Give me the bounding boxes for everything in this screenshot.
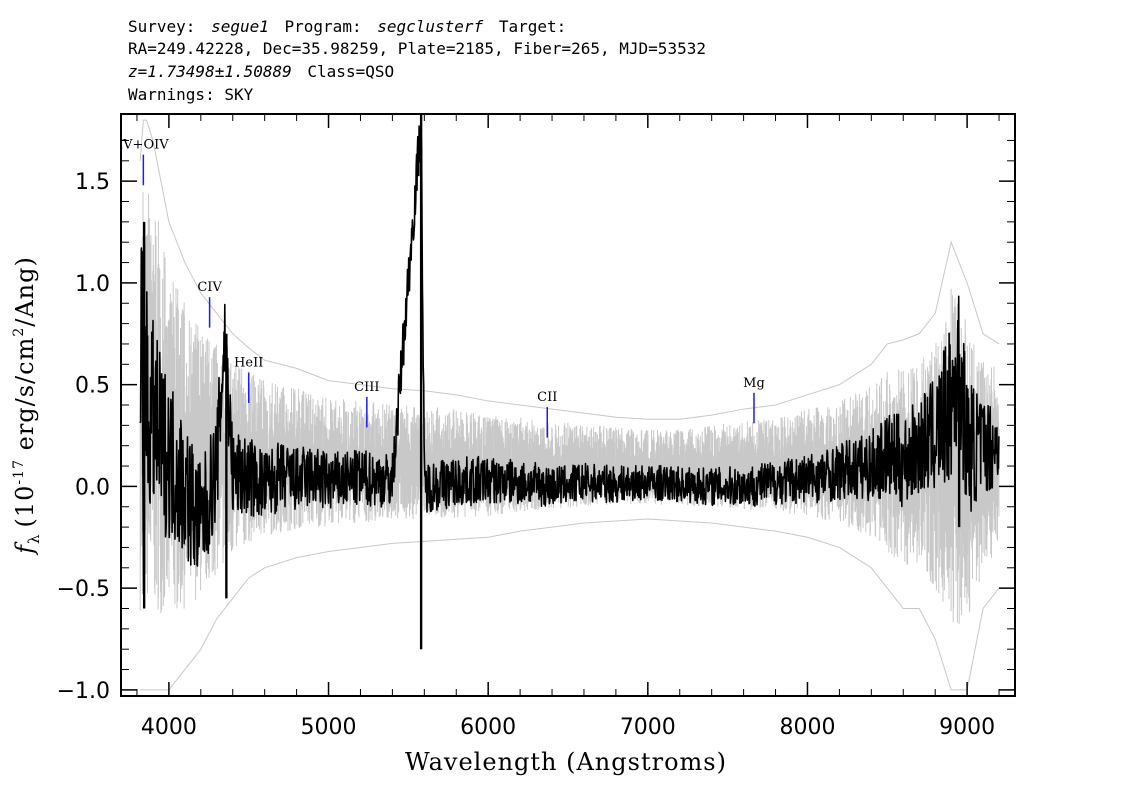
flux-layer — [139, 114, 1000, 650]
redshift-value: z=1.73498±1.50889 — [128, 62, 292, 81]
x-tick-label: 8000 — [779, 715, 835, 740]
survey-label: Survey: — [128, 17, 195, 36]
x-tick-label: 6000 — [460, 715, 516, 740]
axis-ticks: 4000 5000 6000 7000 8000 9000 −1.0 −0.5 0.0 0.5 1.… — [57, 114, 1015, 740]
line-label-iv-oiv: IV+OIV — [118, 138, 169, 153]
survey-value: segue1 — [211, 17, 269, 36]
y-axis-cm-exponent: 2 — [11, 327, 27, 337]
y-axis-units: erg/s/cm — [11, 337, 39, 459]
plot-area: IV+OIV CIV HeII CIII CII Mg — [118, 114, 1000, 691]
line-label-ciii: CIII — [354, 380, 379, 395]
line-label-heii: HeII — [234, 355, 263, 370]
program-value: segclusterf — [377, 17, 483, 36]
line-label-cii: CII — [537, 390, 557, 405]
y-tick-label: 0.5 — [75, 374, 110, 399]
header-line-3: z=1.73498±1.50889 Class=QSO — [128, 62, 394, 81]
class-value: Class=QSO — [307, 62, 394, 81]
y-axis-f: f — [11, 541, 39, 556]
error-upper-envelope — [139, 119, 1000, 420]
y-axis-lambda: λ — [25, 533, 43, 544]
line-label-civ: CIV — [197, 280, 222, 295]
error-layer — [139, 119, 1000, 691]
x-axis-label: Wavelength (Angstroms) — [405, 748, 727, 776]
header-line-4: Warnings: SKY — [128, 85, 254, 104]
y-axis-open: (10 — [11, 485, 39, 528]
line-label-mg: Mg — [743, 376, 765, 391]
y-tick-label: 0.0 — [75, 475, 110, 500]
y-tick-label: −1.0 — [57, 679, 110, 704]
y-tick-label: −0.5 — [57, 577, 110, 602]
emission-line-markers: IV+OIV CIV HeII CIII CII Mg — [118, 138, 765, 438]
x-tick-label: 4000 — [141, 715, 197, 740]
target-label: Target: — [499, 17, 566, 36]
header-line-2: RA=249.42228, Dec=35.98259, Plate=2185, … — [128, 39, 706, 58]
header-line-1: Survey: segue1 Program: segclusterf Targ… — [128, 17, 566, 36]
error-band — [139, 192, 1000, 624]
y-tick-label: 1.5 — [75, 170, 110, 195]
y-axis-exponent: -17 — [11, 459, 27, 485]
y-tick-label: 1.0 — [75, 272, 110, 297]
y-axis-close: /Ang) — [11, 256, 39, 327]
x-tick-label: 5000 — [301, 715, 357, 740]
flux-line — [139, 125, 1000, 595]
y-axis-label: fλ (10-17 erg/s/cm2/Ang) — [11, 256, 43, 556]
error-lower-envelope — [140, 518, 1000, 691]
x-tick-label: 9000 — [939, 715, 995, 740]
x-tick-label: 7000 — [620, 715, 676, 740]
program-label: Program: — [285, 17, 362, 36]
